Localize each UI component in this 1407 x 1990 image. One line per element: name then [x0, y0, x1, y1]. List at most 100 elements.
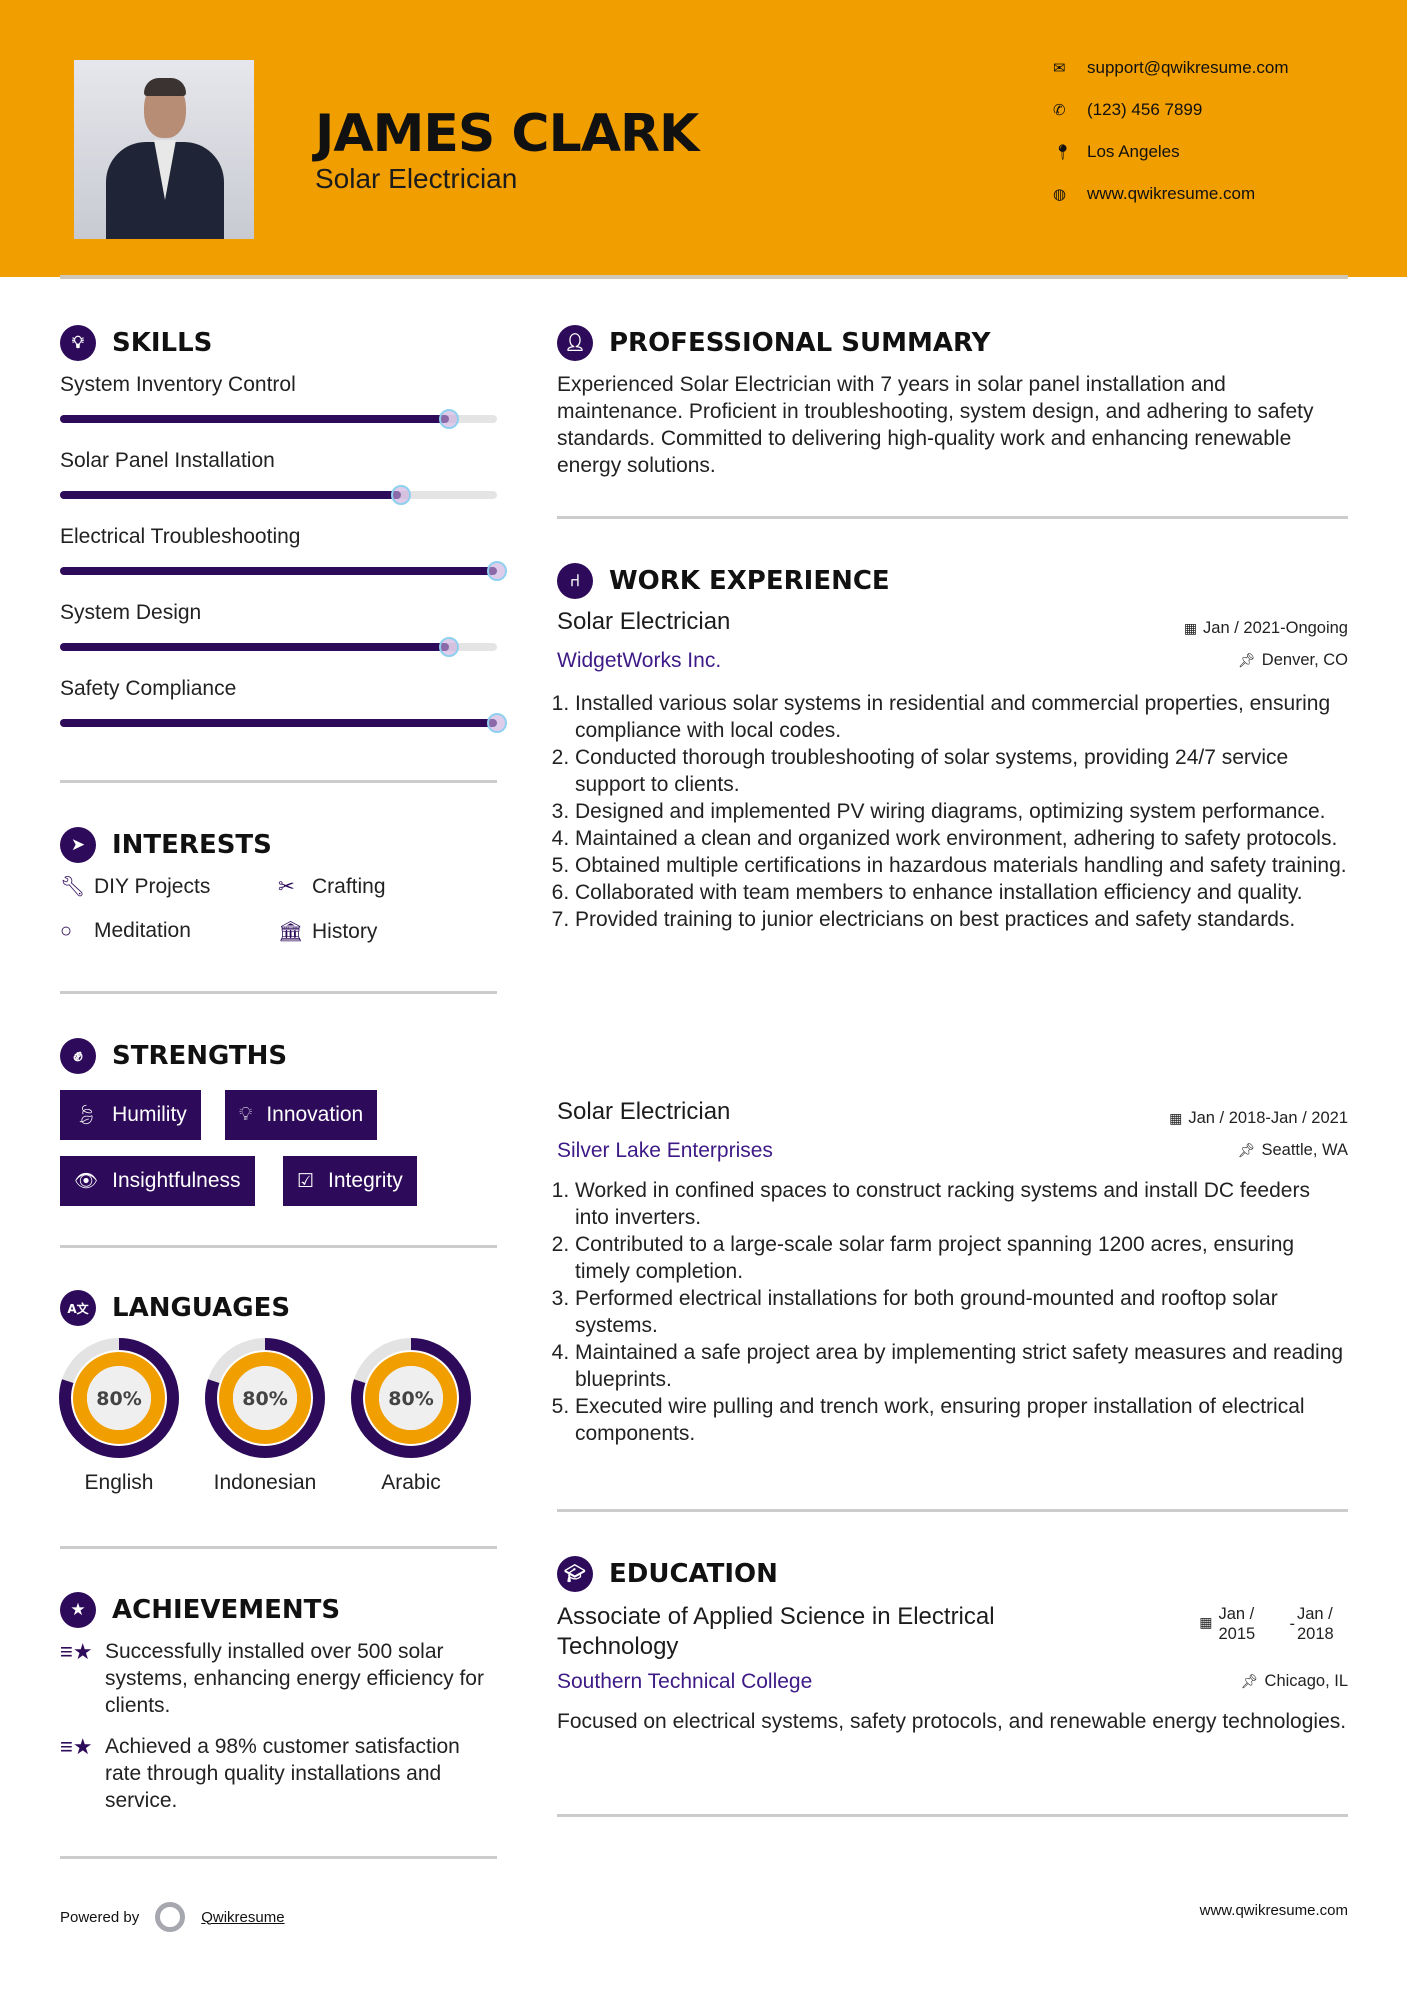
star-icon: ★	[60, 1592, 96, 1628]
user-icon: 👤︎	[557, 325, 593, 361]
divider	[557, 1509, 1348, 1512]
strength-badge: 👁︎ Insightfulness	[60, 1156, 255, 1206]
languages-heading: A文 LANGUAGES	[60, 1290, 290, 1326]
contact-email[interactable]: ✉ support@qwikresume.com	[1053, 58, 1289, 77]
scissors-icon: ✂	[278, 876, 295, 898]
experience-heading: ⑁ WORK EXPERIENCE	[557, 563, 890, 599]
education-dates: ▦ Jan / 2015 - Jan / 2018	[1199, 1605, 1334, 1643]
duty-item: Provided training to junior electricians…	[575, 906, 1348, 933]
skill-bar-fill	[60, 567, 497, 575]
envelope-icon: ✉	[1053, 60, 1066, 77]
job-title: Solar Electrician	[557, 608, 731, 635]
calendar-icon: ▦	[1199, 1614, 1213, 1630]
contact-phone: ✆ (123) 456 7899	[1053, 100, 1203, 119]
profile-photo	[74, 60, 254, 239]
candidate-title: Solar Electrician	[315, 163, 518, 194]
language-donut: 80%	[351, 1338, 471, 1458]
divider	[60, 780, 497, 783]
summary-text: Experienced Solar Electrician with 7 yea…	[557, 373, 1314, 477]
duty-item: Collaborated with team members to enhanc…	[575, 879, 1348, 906]
language-item: 80% English	[57, 1337, 181, 1495]
language-level-arc	[205, 1338, 325, 1458]
skill-bar	[60, 485, 497, 505]
company-name: Silver Lake Enterprises	[557, 1139, 773, 1162]
interests-heading: ➤ INTERESTS	[60, 827, 272, 863]
interest-item: 🔧︎ DIY Projects	[60, 874, 211, 899]
language-label: English	[84, 1471, 154, 1494]
divider	[60, 1245, 497, 1248]
divider	[557, 1814, 1348, 1817]
candidate-name: JAMES CLARK	[315, 104, 699, 164]
degree: Associate of Applied Science in Electric…	[557, 1603, 995, 1660]
skill-bar-knob	[438, 409, 459, 429]
strengths-heading: ✊︎ STRENGTHS	[60, 1038, 287, 1074]
circle-icon: ○	[60, 919, 73, 942]
footer-website[interactable]: www.qwikresume.com	[1199, 1902, 1348, 1919]
education-heading: 🎓︎ EDUCATION	[557, 1556, 778, 1592]
skill-bar	[60, 561, 507, 581]
company-name: WidgetWorks Inc.	[557, 649, 722, 672]
fist-icon: ✊︎	[60, 1038, 96, 1074]
duty-item: Designed and implemented PV wiring diagr…	[575, 798, 1348, 825]
strength-badge: 🍃︎ Humility	[60, 1090, 201, 1140]
translate-icon: A文	[60, 1290, 96, 1326]
achievement-item: ≡★ Achieved a 98% customer satisfaction r…	[60, 1734, 460, 1812]
skill-bar-fill	[60, 415, 449, 423]
job-dates: ▦ Jan / 2018-Jan / 2021	[1169, 1109, 1348, 1127]
contact-website[interactable]: ◍ www.qwikresume.com	[1053, 184, 1256, 203]
job-location: 📌︎ Seattle, WA	[1237, 1141, 1348, 1159]
skill-label: Safety Compliance	[60, 677, 237, 700]
summary-heading: 👤︎ PROFESSIONAL SUMMARY	[557, 325, 990, 361]
interest-item: 🏛︎ History	[278, 919, 378, 944]
calendar-icon: ▦	[1169, 1110, 1183, 1126]
job-title: Solar Electrician	[557, 1098, 731, 1125]
header-divider	[60, 275, 1348, 279]
skills-heading: 💡︎ SKILLS	[60, 325, 212, 361]
school: Southern Technical College	[557, 1670, 813, 1693]
phone-icon: ✆	[1053, 102, 1066, 119]
language-donut: 80%	[205, 1338, 325, 1458]
divider	[60, 1856, 497, 1859]
contact-location: 📍︎ Los Angeles	[1053, 142, 1180, 161]
language-label: Arabic	[381, 1471, 441, 1494]
leaf-icon: 🍃︎	[74, 1105, 99, 1126]
duty-item: Maintained a safe project area by implem…	[575, 1339, 1348, 1393]
duty-item: Conducted thorough troubleshooting of so…	[575, 744, 1348, 798]
duty-item: Performed electrical installations for b…	[575, 1285, 1348, 1339]
education-description: Focused on electrical systems, safety pr…	[557, 1710, 1347, 1733]
duties-list: Installed various solar systems in resid…	[557, 690, 1348, 933]
skill-bar	[60, 409, 497, 429]
lightbulb-icon: 💡︎	[60, 325, 96, 361]
duty-item: Executed wire pulling and trench work, e…	[575, 1393, 1348, 1447]
paper-plane-icon: ➤	[60, 827, 96, 863]
skill-bar-knob	[438, 637, 459, 657]
job-dates: ▦ Jan / 2021-Ongoing	[1183, 619, 1348, 637]
calendar-icon: ▦	[1183, 620, 1198, 636]
language-level-arc	[351, 1338, 471, 1458]
duty-item: Installed various solar systems in resid…	[575, 690, 1348, 744]
pushpin-icon: 📌︎	[1237, 1142, 1256, 1158]
language-percent: 80%	[388, 1388, 433, 1410]
check-square-icon: ☑	[297, 1170, 315, 1192]
divider	[60, 1546, 497, 1549]
divider	[60, 991, 497, 994]
achievements-heading: ★ ACHIEVEMENTS	[60, 1592, 340, 1628]
skill-bar-fill	[60, 719, 497, 727]
duty-item: Worked in confined spaces to construct r…	[575, 1177, 1348, 1231]
duty-item: Obtained multiple certifications in haza…	[575, 852, 1348, 879]
skill-bar-knob	[487, 713, 507, 733]
eye-icon: 👁︎	[74, 1171, 99, 1192]
duty-item: Contributed to a large-scale solar farm …	[575, 1231, 1348, 1285]
job-location: 📌︎ Denver, CO	[1238, 651, 1348, 669]
language-donut: 80%	[59, 1338, 179, 1458]
shooting-star-icon: ≡★	[60, 1639, 93, 1664]
pushpin-icon: 📌︎	[1240, 1673, 1259, 1689]
skill-label: System Inventory Control	[60, 373, 296, 396]
globe-icon: ◍	[1053, 186, 1067, 203]
skill-bar	[60, 637, 497, 657]
skill-label: Solar Panel Installation	[60, 449, 275, 472]
qwikresume-link[interactable]: Qwikresume	[201, 1908, 285, 1926]
interest-item: ✂ Crafting	[278, 874, 386, 899]
duty-item: Maintained a clean and organized work en…	[575, 825, 1348, 852]
office-chair-icon: ⑁	[557, 563, 593, 599]
